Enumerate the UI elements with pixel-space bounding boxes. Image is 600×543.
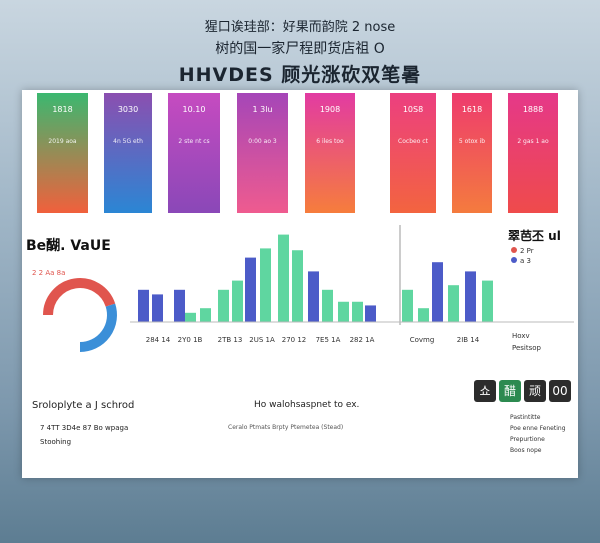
card-label: 1818	[52, 105, 73, 114]
legend-title: 翠芭丕 ul	[508, 228, 561, 243]
card-caption: 0:00 ao 3	[248, 138, 277, 145]
card-caption: Cocbeo ct	[398, 138, 428, 145]
bar	[138, 289, 149, 322]
badge: 醋	[499, 380, 521, 402]
x-tick-label: 2TB 13	[218, 336, 243, 344]
badge: 00	[549, 380, 571, 402]
header-line: 猩口诶珪部：好果而韵院 2 nose	[204, 20, 396, 35]
dashboard-panel: 1818 2019 aoa 3030 4n 5G eth 10.10 2 ste nt c…	[22, 90, 578, 478]
x-tick-label: 2IB 14	[457, 336, 480, 344]
bar	[152, 294, 163, 322]
bar	[218, 289, 229, 322]
card: 10S8 Cocbeo ct	[390, 93, 436, 213]
chart: Be醐. VaUE 翠芭丕 ul 2 2 Aa 8a 284 14 2Y0 1B 2…	[26, 225, 574, 352]
card-caption: 4n 5G eth	[113, 138, 143, 145]
card: 1818 2019 aoa	[37, 93, 88, 213]
donut-segment	[79, 303, 117, 352]
x-tick-label: Covmg	[410, 336, 435, 344]
footer-title: Sroloplyte a J schrod	[32, 400, 135, 411]
bar	[185, 312, 196, 322]
card: 10.10 2 ste nt cs	[168, 93, 220, 213]
card-caption: 6 iles too	[316, 138, 344, 145]
bar	[260, 248, 271, 322]
list-item: Boos nope	[510, 447, 542, 454]
header-line: 树的国一家尸程即货店祖 O	[215, 41, 385, 57]
bar	[365, 305, 376, 322]
legend-swatch	[511, 247, 517, 253]
bar	[448, 285, 459, 322]
x-tick-label: 282 1A	[350, 336, 375, 344]
header-title: HHVDES 顾光涨砍双笔暑	[178, 64, 422, 86]
card: 1 3lu 0:00 ao 3	[237, 93, 288, 213]
card: 1908 6 iles too	[305, 93, 355, 213]
side-legend: Pesitsop	[512, 344, 542, 352]
legend-swatch	[511, 257, 517, 263]
footer-title: Ho walohsaspnet to ex.	[254, 400, 360, 410]
card-label: 1908	[319, 105, 341, 114]
x-tick-label: 7E5 1A	[316, 336, 341, 344]
card-caption: 5 otox ib	[458, 138, 486, 145]
card-caption: 2019 aoa	[48, 138, 77, 145]
card: 3030 4n 5G eth	[104, 93, 152, 213]
bar	[200, 308, 211, 322]
bar	[174, 289, 185, 322]
legend-label: 2 Pr	[520, 247, 534, 255]
list-item: Prepurtione	[510, 436, 545, 443]
card-label: 10S8	[402, 105, 424, 114]
bar	[465, 271, 476, 322]
x-tick-label: 284 14	[146, 336, 171, 344]
x-tick-label: 2US 1A	[249, 336, 275, 344]
bar	[402, 289, 413, 322]
badge: 쇼	[474, 380, 496, 402]
bar	[352, 301, 363, 322]
bar	[418, 308, 429, 322]
bar	[232, 280, 243, 322]
bar	[308, 271, 319, 322]
card-label: 1 3lu	[252, 105, 273, 114]
donut-label: 2 2 Aa 8a	[32, 269, 65, 277]
bar	[482, 280, 493, 322]
legend-label: a 3	[520, 257, 531, 265]
side-legend: Hoxv	[512, 332, 530, 340]
bar	[432, 262, 443, 322]
footer-text: Stoohing	[40, 438, 72, 446]
footer-text: 7 4TT 3D4e 87 Bo wpaga	[40, 424, 129, 432]
x-tick-label: 270 12	[282, 336, 307, 344]
bar	[338, 301, 349, 322]
badge: 顽	[524, 380, 546, 402]
chart-title: Be醐. VaUE	[26, 237, 111, 254]
card-label: 10.10	[182, 105, 206, 114]
card: 1618 5 otox ib	[452, 93, 492, 213]
list-item: Pastintitte	[510, 414, 541, 421]
list-item: Poe enne Feneting	[510, 425, 566, 432]
card-caption: 2 gas 1 ao	[517, 138, 549, 145]
x-tick-label: 2Y0 1B	[178, 336, 203, 344]
bar	[292, 250, 303, 322]
bar	[245, 257, 256, 322]
bar	[278, 234, 289, 322]
card-label: 3030	[117, 105, 139, 114]
card-caption: 2 ste nt cs	[178, 138, 210, 145]
badges: 쇼 醋顽 00	[474, 380, 574, 402]
right-list: Pastintitte Poe enne Feneting Prepurtione B…	[510, 412, 566, 456]
footer-text: Ceralo Ptmats Brpty Ptemetea (Stead)	[228, 424, 344, 431]
card-label: 1618	[461, 105, 483, 114]
bar	[322, 289, 333, 322]
donut-segment	[43, 278, 116, 316]
card: 1888 2 gas 1 ao	[508, 93, 558, 213]
card-label: 1888	[522, 105, 544, 114]
